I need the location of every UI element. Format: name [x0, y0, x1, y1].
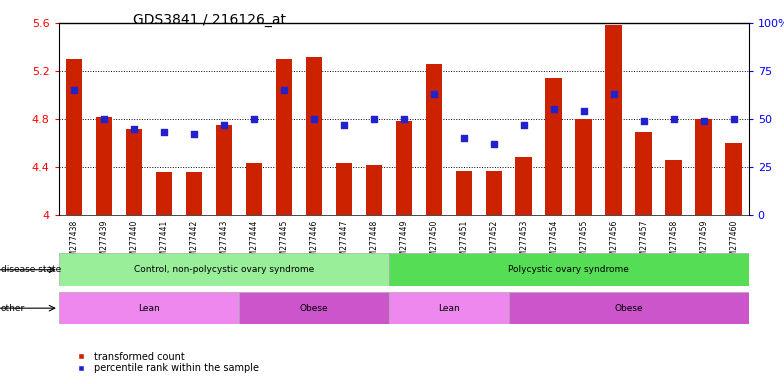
Bar	[389, 253, 749, 286]
Point	[97, 116, 110, 122]
Bar	[275, 59, 292, 215]
Text: Obese: Obese	[299, 304, 328, 313]
Bar	[245, 164, 262, 215]
Bar	[155, 172, 172, 215]
Bar	[216, 125, 232, 215]
Text: other: other	[1, 304, 25, 313]
Point	[578, 108, 590, 114]
Bar	[695, 119, 712, 215]
Point	[67, 87, 80, 93]
Point	[158, 129, 170, 136]
Point	[608, 91, 620, 97]
Point	[637, 118, 650, 124]
Bar	[66, 59, 82, 215]
Bar	[186, 172, 202, 215]
Text: Lean: Lean	[138, 304, 160, 313]
Bar	[456, 170, 472, 215]
Point	[128, 126, 140, 132]
Bar	[509, 292, 749, 324]
Point	[397, 116, 410, 122]
Point	[278, 87, 290, 93]
Text: GDS3841 / 216126_at: GDS3841 / 216126_at	[133, 13, 286, 27]
Point	[217, 122, 230, 128]
Bar	[546, 78, 562, 215]
Bar	[485, 170, 502, 215]
Bar	[725, 143, 742, 215]
Point	[488, 141, 500, 147]
Point	[458, 135, 470, 141]
Bar	[96, 117, 112, 215]
Point	[337, 122, 350, 128]
Point	[517, 122, 530, 128]
Bar	[59, 292, 239, 324]
Bar	[516, 157, 532, 215]
Bar	[575, 119, 592, 215]
Bar	[59, 253, 389, 286]
Bar	[666, 160, 682, 215]
Bar	[336, 164, 352, 215]
Point	[368, 116, 380, 122]
Text: Obese: Obese	[615, 304, 643, 313]
Text: Polycystic ovary syndrome: Polycystic ovary syndrome	[508, 265, 630, 274]
Point	[427, 91, 440, 97]
Point	[248, 116, 260, 122]
Point	[187, 131, 200, 137]
Text: Control, non-polycystic ovary syndrome: Control, non-polycystic ovary syndrome	[133, 265, 314, 274]
Text: disease state: disease state	[1, 265, 61, 274]
Bar	[605, 25, 622, 215]
Point	[728, 116, 740, 122]
Bar	[306, 56, 322, 215]
Bar	[125, 129, 142, 215]
Bar	[389, 292, 509, 324]
Bar	[426, 64, 442, 215]
Bar	[365, 165, 382, 215]
Legend: transformed count, percentile rank within the sample: transformed count, percentile rank withi…	[67, 348, 263, 377]
Text: Lean: Lean	[438, 304, 459, 313]
Point	[698, 118, 710, 124]
Bar	[395, 121, 412, 215]
Point	[667, 116, 680, 122]
Bar	[239, 292, 389, 324]
Point	[547, 106, 560, 113]
Bar	[636, 132, 652, 215]
Point	[307, 116, 320, 122]
